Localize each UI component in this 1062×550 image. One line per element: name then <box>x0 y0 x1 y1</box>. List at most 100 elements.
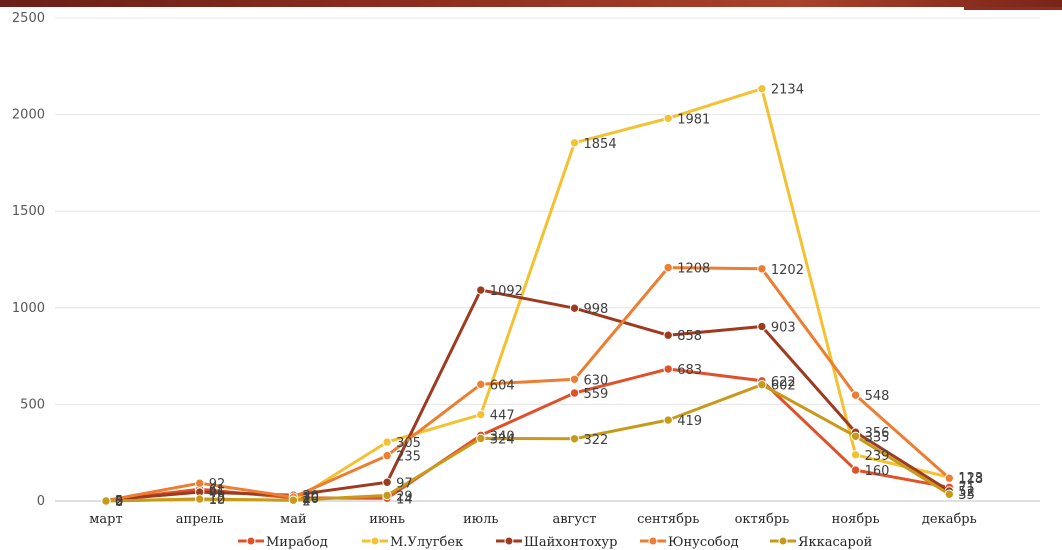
series-lines <box>101 84 954 506</box>
data-label: 2 <box>115 495 123 510</box>
data-label: 324 <box>490 432 515 447</box>
data-point <box>944 489 954 499</box>
data-point <box>101 496 111 506</box>
top-decorative-box <box>964 7 1062 10</box>
legend: Мирабод М.Улугбек Шайхонтохур Юнусобод Яккас… <box>238 535 872 550</box>
legend-item: Мирабод <box>238 535 328 550</box>
data-label: 0 <box>115 495 123 510</box>
legend-swatch-marker <box>246 536 256 546</box>
data-label: 12 <box>209 493 226 508</box>
data-label: 35 <box>958 488 975 503</box>
y-axis-ticks: 0 500 1000 1500 2000 2500 <box>12 11 45 509</box>
data-point <box>757 264 767 274</box>
data-label: 1208 <box>677 262 710 277</box>
top-decorative-band <box>0 0 1062 7</box>
data-label: 118 <box>958 472 983 487</box>
data-label: 10 <box>209 493 226 508</box>
data-point <box>476 285 486 295</box>
data-label: 356 <box>865 426 890 441</box>
data-label: 46 <box>209 486 226 501</box>
data-label: 239 <box>865 449 890 464</box>
data-label: 903 <box>771 321 796 336</box>
series-line <box>104 367 951 502</box>
data-label: 29 <box>396 489 413 504</box>
data-label: 71 <box>958 481 975 496</box>
data-point <box>944 473 954 483</box>
data-label: 622 <box>771 375 796 390</box>
x-tick-label: октябрь <box>735 512 790 527</box>
data-point <box>382 477 392 487</box>
x-tick-label: апрель <box>176 512 224 527</box>
data-label: 322 <box>584 433 609 448</box>
data-point <box>850 431 861 441</box>
data-point <box>850 465 861 475</box>
data-point <box>476 379 486 390</box>
data-point <box>850 450 861 460</box>
legend-swatch-marker <box>504 536 514 546</box>
data-point <box>663 113 673 123</box>
data-label: 5 <box>115 494 123 509</box>
legend-label: М.Улугбек <box>390 535 463 550</box>
legend-item: М.Улугбек <box>362 535 463 550</box>
data-point <box>476 433 486 444</box>
data-label: 335 <box>865 430 890 445</box>
legend-label: Яккасарой <box>798 535 872 550</box>
data-label: 92 <box>209 477 226 492</box>
data-point <box>382 490 392 501</box>
data-label: 683 <box>677 363 702 378</box>
x-tick-label: март <box>89 512 122 527</box>
data-label: 604 <box>490 378 515 393</box>
x-tick-label: сентябрь <box>637 512 699 527</box>
data-point <box>569 434 580 444</box>
data-label: 419 <box>677 414 702 429</box>
series-line <box>104 266 951 503</box>
series-5 <box>101 379 954 506</box>
data-point <box>663 262 673 273</box>
data-point <box>382 437 392 447</box>
legend-item: Шайхонтохур <box>496 535 617 550</box>
data-label: 123 <box>958 471 983 486</box>
legend-swatch-marker <box>648 536 658 546</box>
data-label: 2134 <box>771 83 804 98</box>
y-tick-label: 1500 <box>12 204 45 219</box>
data-label: 1202 <box>771 263 804 278</box>
legend-swatch-marker <box>778 536 788 546</box>
y-tick-label: 0 <box>37 494 45 509</box>
y-tick-label: 500 <box>20 397 45 412</box>
data-label: 0 <box>115 495 123 510</box>
data-label: 602 <box>771 379 796 394</box>
x-axis-ticks: март апрель май июнь июль август сентябрь октяб… <box>89 512 976 527</box>
data-label: 52 <box>958 485 975 500</box>
data-label: 340 <box>490 429 515 444</box>
legend-label: Шайхонтохур <box>524 535 617 550</box>
legend-item: Яккасарой <box>770 535 872 550</box>
data-label: 1981 <box>677 112 710 127</box>
x-tick-label: май <box>280 512 307 527</box>
data-label: 1092 <box>490 284 523 299</box>
data-point <box>663 330 673 340</box>
data-point <box>663 364 673 374</box>
y-tick-label: 2500 <box>12 11 45 26</box>
data-label: 1854 <box>584 137 617 152</box>
data-point <box>476 409 486 420</box>
data-label: 2 <box>302 495 310 510</box>
data-point <box>569 303 580 313</box>
data-label: 630 <box>584 373 609 388</box>
data-point <box>288 495 299 505</box>
x-tick-label: декабрь <box>922 512 977 527</box>
x-tick-label: июль <box>463 512 498 527</box>
data-label: 14 <box>396 492 413 507</box>
data-point <box>663 415 673 425</box>
data-label: 160 <box>865 464 890 479</box>
data-label: 16 <box>302 492 319 507</box>
y-tick-label: 1000 <box>12 301 45 316</box>
series-line <box>104 383 951 503</box>
data-label: 858 <box>677 329 702 344</box>
data-label: 305 <box>396 436 421 451</box>
data-label: 235 <box>396 450 421 465</box>
data-point <box>569 138 580 148</box>
legend-item: Юнусобод <box>640 535 739 550</box>
data-point <box>850 390 861 400</box>
legend-swatch-marker <box>370 536 380 546</box>
data-point <box>195 478 205 488</box>
